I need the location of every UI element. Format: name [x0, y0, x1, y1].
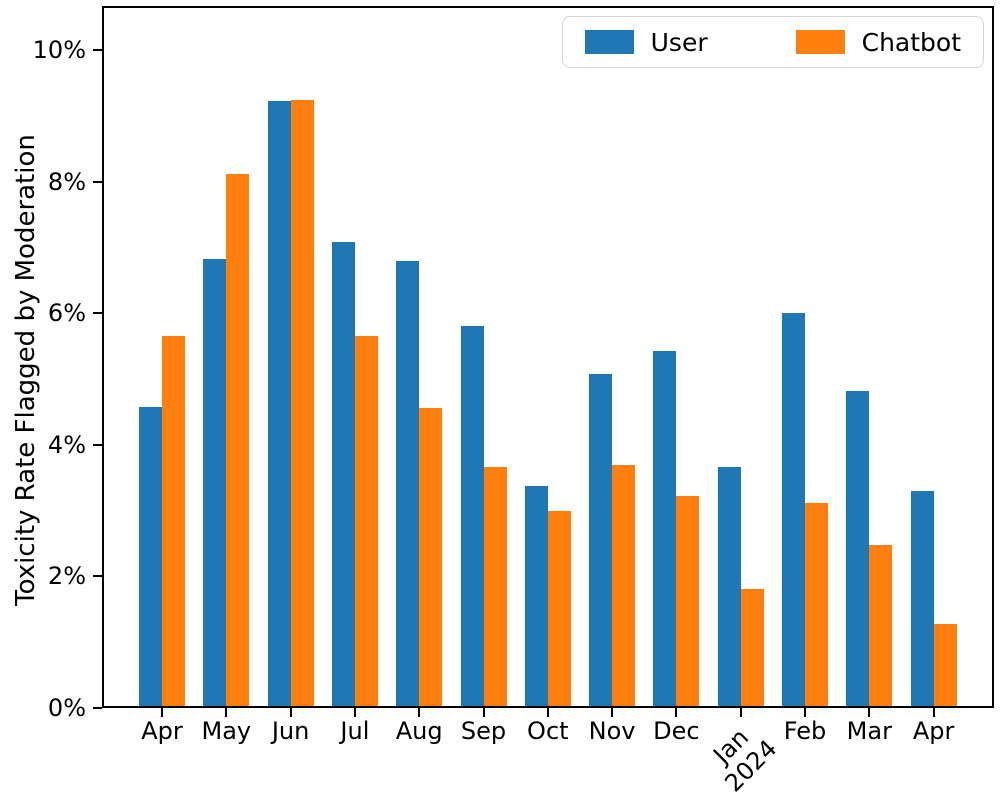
ytick-label-0: 0% — [47, 694, 86, 722]
bar-chatbot-nov — [612, 465, 636, 706]
ytick-mark-8 — [93, 180, 102, 183]
xtick-mark-7 — [611, 708, 614, 717]
xtick-mark-4 — [418, 708, 421, 717]
xtick-mark-11 — [868, 708, 871, 717]
ytick-mark-6 — [93, 312, 102, 315]
xtick-label-mar-11: Mar — [846, 717, 892, 745]
legend-label-chatbot: Chatbot — [861, 27, 961, 57]
bar-chatbot-jun — [290, 100, 314, 706]
ytick-label-10: 10% — [32, 36, 86, 65]
legend-swatch-chatbot-icon — [795, 30, 845, 54]
bar-user-oct — [524, 486, 548, 706]
xtick-mark-5 — [482, 708, 485, 717]
xtick-mark-8 — [675, 708, 678, 717]
bar-user-apr — [910, 491, 934, 706]
bar-user-apr — [139, 407, 162, 706]
xtick-label-apr-0: Apr — [141, 717, 183, 745]
ytick-label-4: 4% — [47, 430, 86, 459]
xtick-label-sep-5: Sep — [460, 717, 507, 745]
ytick-label-2: 2% — [47, 562, 86, 591]
bar-chatbot-feb — [805, 503, 828, 706]
legend-item-user: User — [584, 27, 708, 57]
bar-chatbot-sep — [483, 467, 507, 706]
bar-chatbot-jan-2024 — [740, 589, 764, 706]
xtick-label-oct-6: Oct — [527, 717, 569, 745]
bar-user-jun — [267, 101, 291, 706]
legend-item-chatbot: Chatbot — [795, 27, 961, 57]
bar-chatbot-mar — [869, 545, 893, 706]
xtick-mark-9 — [739, 708, 742, 717]
xtick-mark-3 — [353, 708, 356, 717]
bar-user-jan-2024 — [717, 467, 741, 706]
bar-chatbot-dec — [676, 496, 700, 706]
ytick-mark-0 — [93, 707, 102, 709]
xtick-label-apr-12: Apr — [912, 717, 955, 745]
xtick-mark-10 — [804, 708, 806, 717]
bar-chatbot-may — [226, 174, 250, 706]
ytick-mark-10 — [93, 49, 102, 52]
xtick-label-aug-4: Aug — [395, 717, 443, 745]
xtick-label-nov-7: Nov — [588, 717, 636, 745]
bar-user-may — [203, 259, 227, 706]
legend: User Chatbot — [561, 16, 984, 68]
bar-chatbot-apr — [162, 336, 185, 706]
xtick-mark-12 — [932, 708, 935, 717]
bar-chatbot-jul — [354, 336, 378, 706]
bar-user-dec — [653, 351, 677, 706]
xtick-mark-1 — [225, 708, 228, 717]
bar-user-mar — [846, 391, 870, 706]
legend-swatch-user-icon — [584, 30, 634, 54]
bar-chatbot-oct — [547, 511, 571, 706]
bar-user-sep — [460, 326, 484, 706]
bar-chatbot-apr — [933, 624, 957, 706]
bar-user-jul — [331, 242, 355, 706]
ytick-mark-2 — [93, 575, 102, 578]
bar-user-nov — [589, 374, 613, 706]
xtick-label-feb-10: Feb — [783, 717, 827, 745]
ytick-mark-4 — [93, 443, 102, 446]
xtick-mark-0 — [161, 708, 163, 717]
bar-chatbot-aug — [419, 408, 443, 706]
legend-label-user: User — [650, 27, 708, 57]
xtick-label-may-1: May — [201, 717, 252, 745]
xtick-label-dec-8: Dec — [653, 717, 700, 745]
y-axis-label: Toxicity Rate Flagged by Moderation — [11, 134, 41, 606]
ytick-label-8: 8% — [47, 167, 86, 196]
xtick-label-jul-3: Jul — [340, 717, 370, 745]
plot-area: User Chatbot — [102, 6, 994, 708]
xtick-mark-6 — [546, 708, 549, 717]
xtick-label-jun-2: Jun — [271, 717, 310, 745]
xtick-mark-2 — [289, 708, 292, 717]
bar-user-aug — [396, 261, 420, 706]
bar-user-feb — [782, 313, 805, 706]
ytick-label-6: 6% — [47, 299, 86, 328]
